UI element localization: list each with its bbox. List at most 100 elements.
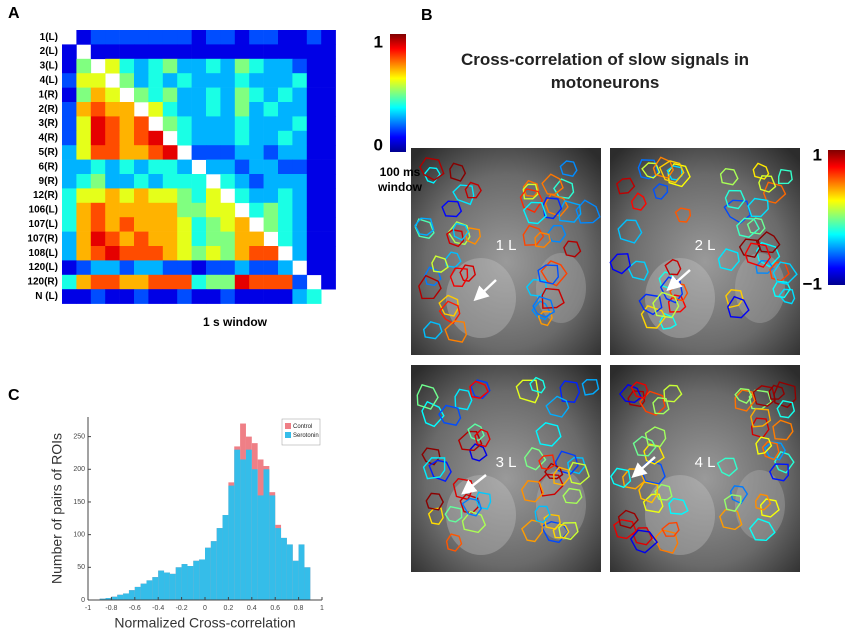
heatmap-cell	[62, 246, 77, 261]
heatmap-cell	[192, 88, 207, 103]
x-tick-label: 1	[320, 605, 324, 612]
heatmap-cell	[235, 160, 250, 175]
heatmap-cell	[206, 59, 221, 74]
heatmap-cell	[163, 44, 178, 59]
heatmap-cell	[206, 116, 221, 131]
heatmap-cell	[76, 217, 91, 232]
heatmap-cell	[134, 260, 149, 275]
heatmap-cell	[321, 217, 336, 232]
image-label: 4 L	[695, 454, 716, 471]
heatmap-cell	[249, 116, 264, 131]
histogram-bar	[182, 564, 188, 600]
colorbar-tick-label: −1	[803, 274, 822, 293]
heatmap-cell	[206, 131, 221, 146]
colorbar	[828, 150, 845, 285]
heatmap-cell	[321, 73, 336, 88]
y-tick-label: 200	[73, 466, 85, 473]
heatmap-cell	[321, 232, 336, 247]
image-label: 3 L	[496, 454, 517, 471]
histogram-bar	[258, 495, 264, 600]
heatmap-cell	[220, 44, 235, 59]
heatmap-cell	[134, 275, 149, 290]
heatmap-cell	[148, 289, 163, 304]
histogram-bar	[211, 541, 217, 600]
heatmap-cell	[192, 59, 207, 74]
heatmap-cell	[76, 102, 91, 117]
row-label: 1(L)	[40, 32, 58, 43]
heatmap-cell	[249, 131, 264, 146]
heatmap-cell	[292, 275, 307, 290]
histogram-bar	[158, 571, 164, 600]
histogram-bar	[187, 566, 193, 600]
histogram-bar	[264, 469, 270, 600]
heatmap-cell	[105, 145, 120, 160]
heatmap-cell	[62, 203, 77, 218]
heatmap-cell	[292, 217, 307, 232]
heatmap-cell	[120, 275, 135, 290]
row-label: 120(R)	[27, 277, 58, 288]
heatmap-cell	[249, 59, 264, 74]
image-label: 1 L	[496, 237, 517, 254]
heatmap-cell	[206, 289, 221, 304]
histogram-bar	[123, 593, 129, 600]
y-axis-label: Number of pairs of ROIs	[49, 433, 65, 584]
heatmap-cell	[307, 174, 322, 189]
heatmap-cell	[278, 116, 293, 131]
heatmap-cell	[76, 275, 91, 290]
heatmap-cell	[206, 145, 221, 160]
heatmap-cell	[76, 131, 91, 146]
heatmap-cell	[292, 131, 307, 146]
heatmap-cell	[235, 217, 250, 232]
row-label: 107(L)	[29, 219, 58, 230]
heatmap-cell	[220, 59, 235, 74]
heatmap-cell	[163, 174, 178, 189]
y-tick-label: 50	[77, 564, 85, 571]
heatmap-cell	[192, 73, 207, 88]
heatmap-cell	[134, 217, 149, 232]
heatmap-cell	[105, 260, 120, 275]
histogram-bar	[170, 574, 176, 600]
microscopy-image: 3 L	[411, 365, 601, 572]
heatmap-cell	[134, 30, 149, 45]
heatmap-cell	[192, 246, 207, 261]
heatmap-cell	[148, 188, 163, 203]
heatmap-cell	[206, 275, 221, 290]
heatmap-cell	[105, 44, 120, 59]
heatmap-cell	[62, 160, 77, 175]
heatmap-cell	[91, 275, 106, 290]
heatmap-cell	[120, 246, 135, 261]
histogram-bar	[240, 459, 246, 600]
heatmap-cell	[307, 73, 322, 88]
heatmap-cell	[292, 160, 307, 175]
heatmap-cell	[264, 188, 279, 203]
histogram-bar	[269, 495, 275, 600]
heatmap-cell	[62, 59, 77, 74]
heatmap-cell	[235, 73, 250, 88]
heatmap-cell	[76, 246, 91, 261]
heatmap-cell	[321, 30, 336, 45]
heatmap-cell	[134, 116, 149, 131]
heatmap-cell	[220, 102, 235, 117]
heatmap-cell	[278, 30, 293, 45]
heatmap-cell	[321, 44, 336, 59]
heatmap-cell	[264, 102, 279, 117]
x-tick-label: 0.8	[294, 605, 304, 612]
x-tick-label: 0.4	[247, 605, 257, 612]
heatmap-cell	[206, 30, 221, 45]
heatmap-cell	[177, 131, 192, 146]
x-tick-label: -0.8	[105, 605, 117, 612]
heatmap-cell	[278, 188, 293, 203]
heatmap-cell	[220, 73, 235, 88]
heatmap-cell	[307, 246, 322, 261]
heatmap-cell	[206, 188, 221, 203]
row-label: 4(L)	[40, 75, 58, 86]
heatmap-cell	[62, 44, 77, 59]
heatmap-cell	[192, 30, 207, 45]
heatmap-cell	[177, 217, 192, 232]
heatmap-cell	[307, 260, 322, 275]
heatmap-cell	[177, 260, 192, 275]
heatmap-cell	[192, 275, 207, 290]
x-tick-label: -1	[85, 605, 91, 612]
heatmap-cell	[278, 102, 293, 117]
heatmap-cell	[220, 145, 235, 160]
